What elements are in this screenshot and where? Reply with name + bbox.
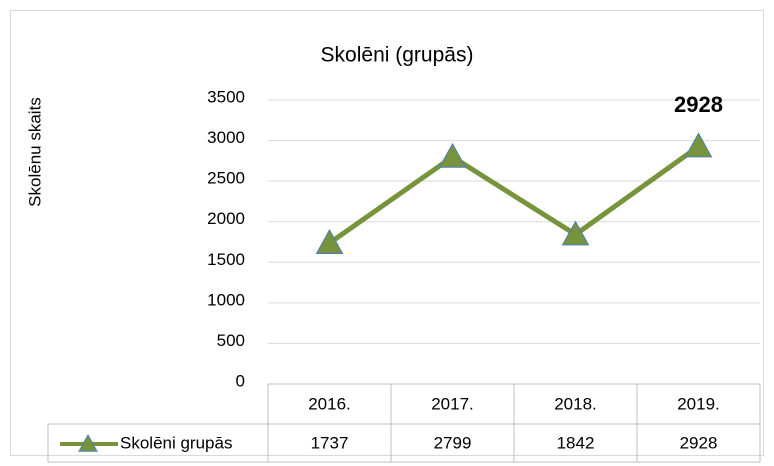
- point-marker: [561, 220, 590, 246]
- x-tick-label: 2016.: [308, 394, 351, 413]
- legend-label: Skolēni grupās: [120, 433, 232, 452]
- point-marker: [315, 229, 344, 254]
- y-axis-label: Skolēnu skaits: [25, 97, 44, 207]
- x-tick-label: 2017.: [431, 394, 474, 413]
- y-tick-label: 1500: [207, 250, 245, 269]
- table-value: 2799: [434, 433, 472, 452]
- chart-title: Skolēni (grupās): [321, 44, 474, 67]
- y-tick-label: 1000: [207, 290, 245, 309]
- y-tick-label: 2000: [207, 209, 245, 228]
- data-label: 2928: [674, 92, 723, 117]
- x-tick-label: 2019.: [677, 394, 720, 413]
- table-value: 2928: [680, 433, 718, 452]
- point-marker: [684, 132, 713, 158]
- legend-marker: [78, 433, 98, 452]
- series-line: [328, 144, 700, 246]
- chart-frame: [10, 10, 764, 456]
- y-tick-label: 2500: [207, 169, 245, 188]
- y-tick-label: 500: [217, 331, 245, 350]
- x-tick-label: 2018.: [554, 394, 597, 413]
- table-value: 1737: [311, 433, 349, 452]
- y-tick-label: 3000: [207, 128, 245, 147]
- y-tick-label: 3500: [207, 87, 245, 106]
- point-marker: [438, 142, 467, 168]
- table-value: 1842: [557, 433, 595, 452]
- y-tick-label: 0: [236, 371, 245, 390]
